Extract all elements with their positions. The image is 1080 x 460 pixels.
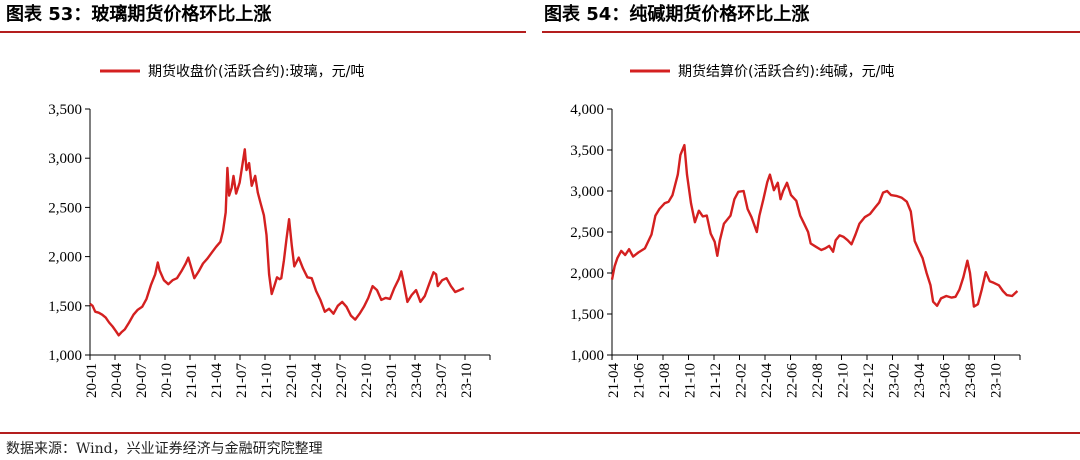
glass-x-tick-label: 22-10 bbox=[359, 363, 375, 398]
soda-x-tick-label: 22-02 bbox=[734, 363, 750, 398]
glass-x-tick-label: 21-01 bbox=[184, 363, 200, 398]
glass-x-tick-label: 23-01 bbox=[384, 363, 400, 398]
soda-x-tick-label: 21-08 bbox=[657, 363, 673, 398]
soda-y-tick-label: 3,500 bbox=[570, 143, 604, 159]
glass-y-tick-label: 3,000 bbox=[48, 151, 82, 167]
footer-divider bbox=[0, 432, 1080, 434]
soda-x-tick-label: 23-06 bbox=[938, 363, 954, 398]
glass-x-tick-label: 23-04 bbox=[409, 363, 425, 398]
soda-y-tick-label: 3,000 bbox=[570, 184, 604, 200]
glass-x-tick-label: 20-04 bbox=[109, 363, 125, 398]
soda-x-tick-label: 22-06 bbox=[785, 363, 801, 398]
glass-x-tick-label: 20-10 bbox=[159, 363, 175, 398]
glass-y-tick-label: 1,500 bbox=[48, 299, 82, 315]
soda-x-tick-label: 21-04 bbox=[606, 363, 622, 398]
glass-x-tick-label: 21-10 bbox=[259, 363, 275, 398]
figure-54-title: 图表 54：纯碱期货价格环比上涨 bbox=[544, 4, 810, 25]
data-source-note: 数据来源：Wind，兴业证券经济与金融研究院整理 bbox=[6, 441, 323, 457]
figure-53-title: 图表 53：玻璃期货价格环比上涨 bbox=[6, 4, 272, 25]
soda-price-line bbox=[610, 143, 1019, 308]
soda-y-tick-label: 2,500 bbox=[570, 225, 604, 241]
soda-x-tick-label: 21-10 bbox=[683, 363, 699, 398]
soda-y-tick-label: 1,000 bbox=[570, 348, 604, 364]
soda-y-tick-label: 1,500 bbox=[570, 307, 604, 323]
soda-x-tick-label: 21-12 bbox=[708, 363, 724, 398]
glass-price-line bbox=[89, 148, 465, 337]
soda-y-tick-label: 2,000 bbox=[570, 266, 604, 282]
glass-x-tick-label: 23-07 bbox=[434, 363, 450, 398]
glass-x-tick-label: 23-10 bbox=[459, 363, 475, 398]
glass-legend-label: 期货收盘价(活跃合约):玻璃，元/吨 bbox=[148, 63, 364, 80]
glass-y-tick-label: 2,500 bbox=[48, 200, 82, 216]
soda-x-tick-label: 23-10 bbox=[989, 363, 1005, 398]
glass-x-tick-label: 22-07 bbox=[334, 363, 350, 398]
soda-x-tick-label: 23-04 bbox=[912, 363, 928, 398]
soda-x-tick-label: 22-10 bbox=[836, 363, 852, 398]
soda-x-tick-label: 22-12 bbox=[861, 363, 877, 398]
glass-y-tick-label: 2,000 bbox=[48, 250, 82, 266]
glass-x-tick-label: 20-01 bbox=[84, 363, 100, 398]
glass-x-tick-label: 21-04 bbox=[209, 363, 225, 398]
soda-x-tick-label: 23-02 bbox=[887, 363, 903, 398]
soda-legend-label: 期货结算价(活跃合约):纯碱，元/吨 bbox=[678, 63, 894, 80]
glass-y-tick-label: 3,500 bbox=[48, 102, 82, 118]
soda-x-tick-label: 23-08 bbox=[963, 363, 979, 398]
soda-y-tick-label: 4,000 bbox=[570, 102, 604, 118]
glass-x-tick-label: 21-07 bbox=[234, 363, 250, 398]
glass-x-tick-label: 20-07 bbox=[134, 363, 150, 398]
title-divider-left bbox=[0, 31, 526, 33]
soda-x-tick-label: 22-08 bbox=[810, 363, 826, 398]
glass-y-tick-label: 1,000 bbox=[48, 348, 82, 364]
glass-x-tick-label: 22-01 bbox=[284, 363, 300, 398]
soda-x-tick-label: 22-04 bbox=[759, 363, 775, 398]
glass-x-tick-label: 22-04 bbox=[309, 363, 325, 398]
title-divider-right bbox=[542, 31, 1080, 33]
soda-x-tick-label: 21-06 bbox=[632, 363, 648, 398]
